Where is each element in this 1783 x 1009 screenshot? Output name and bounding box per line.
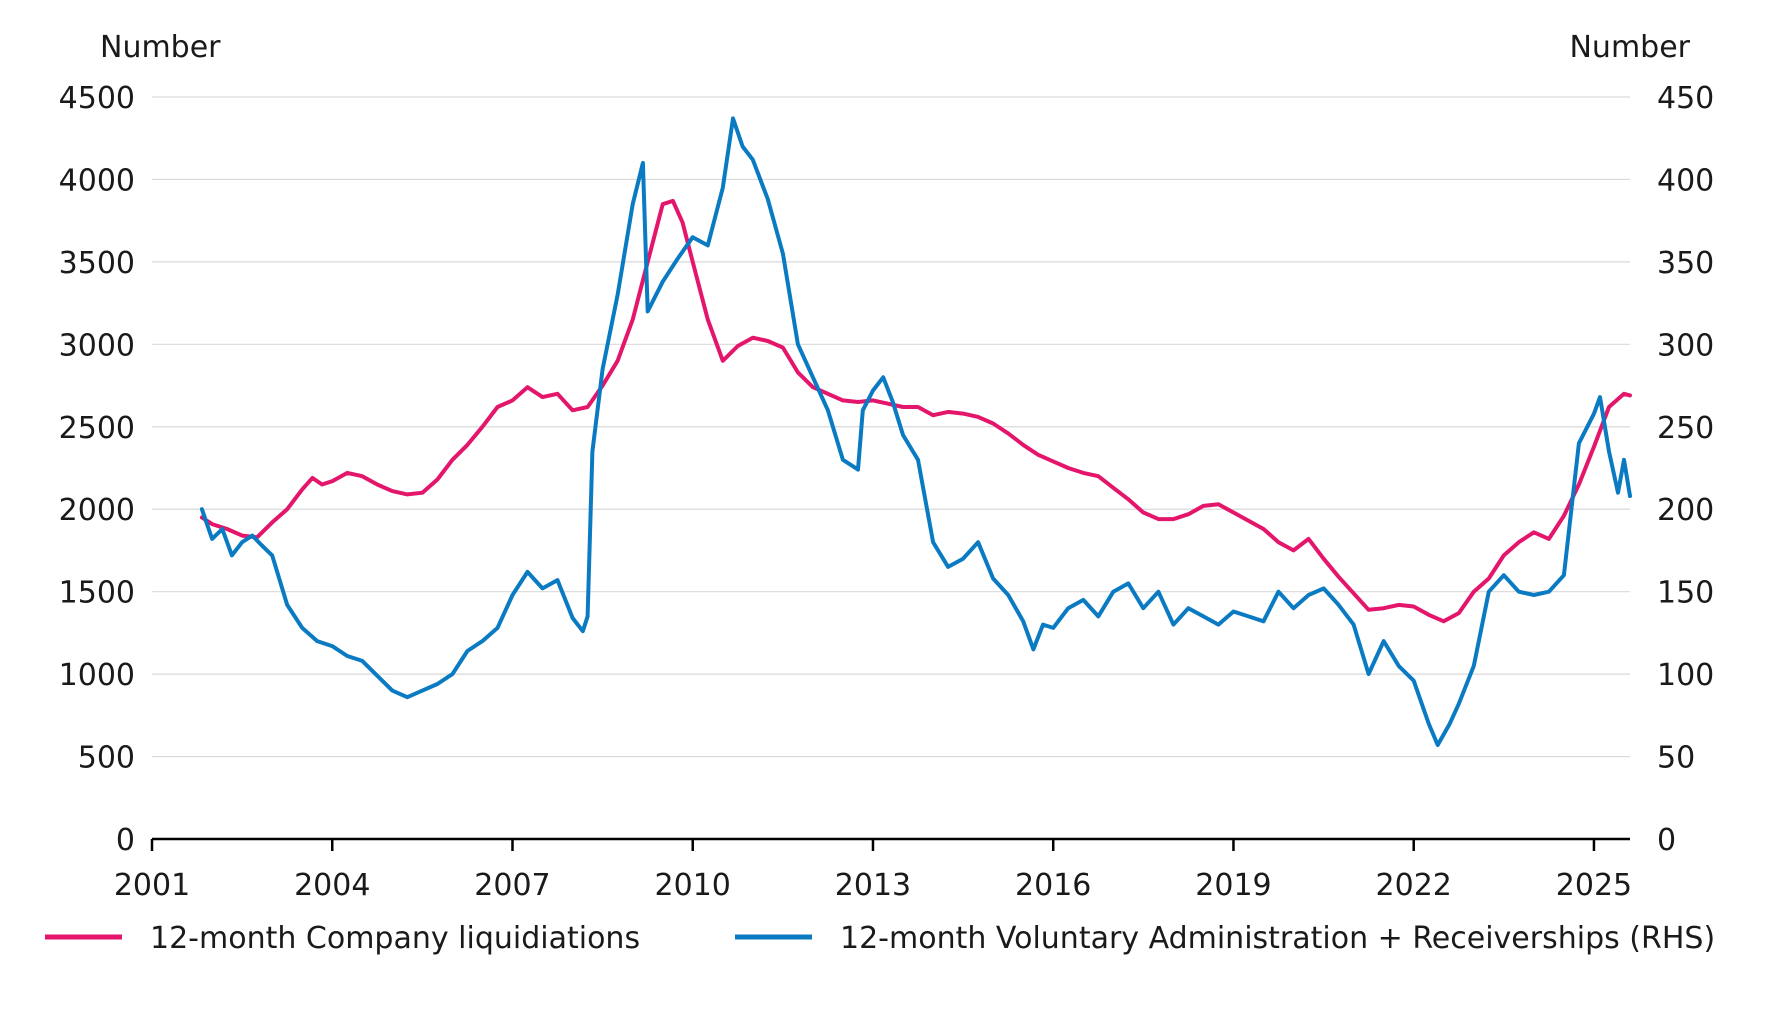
y-left-tick-label: 1500 bbox=[59, 576, 135, 611]
y-right-tick-label: 300 bbox=[1657, 328, 1714, 363]
y-right-tick-label: 200 bbox=[1657, 493, 1714, 528]
y-left-tick-label: 3000 bbox=[59, 328, 135, 363]
axes: 0 0 500 50 1000 100 1500 150 2000 200 2500 250 3000 3… bbox=[59, 81, 1715, 903]
y-left-axis-title: Number bbox=[100, 30, 221, 65]
series-lines bbox=[199, 116, 1632, 747]
y-right-tick-label: 150 bbox=[1657, 576, 1714, 611]
y-left-tick-label: 4000 bbox=[59, 163, 135, 198]
x-tick-label: 2025 bbox=[1556, 868, 1632, 903]
y-left-tick-label: 3500 bbox=[59, 246, 135, 281]
y-right-tick-label: 450 bbox=[1657, 81, 1714, 116]
y-right-tick-label: 400 bbox=[1657, 163, 1714, 198]
series-line bbox=[199, 116, 1632, 747]
y-right-tick-label: 50 bbox=[1657, 741, 1695, 776]
x-tick-label: 2016 bbox=[1015, 868, 1091, 903]
legend: 12-month Company liquidiations 12-month V… bbox=[45, 921, 1715, 956]
legend-label-liquidations: 12-month Company liquidiations bbox=[150, 921, 640, 956]
y-right-tick-label: 0 bbox=[1657, 823, 1676, 858]
x-tick-label: 2022 bbox=[1376, 868, 1452, 903]
x-tick-label: 2013 bbox=[835, 868, 911, 903]
y-left-tick-label: 0 bbox=[116, 823, 135, 858]
series-line bbox=[199, 198, 1632, 624]
x-tick-label: 2007 bbox=[474, 868, 550, 903]
y-right-tick-label: 350 bbox=[1657, 246, 1714, 281]
y-left-tick-label: 500 bbox=[78, 741, 135, 776]
legend-label-administration: 12-month Voluntary Administration + Rece… bbox=[840, 921, 1715, 956]
x-tick-label: 2004 bbox=[294, 868, 370, 903]
gridlines bbox=[152, 96, 1630, 758]
y-right-tick-label: 100 bbox=[1657, 658, 1714, 693]
y-right-tick-label: 250 bbox=[1657, 411, 1714, 446]
x-tick-label: 2010 bbox=[655, 868, 731, 903]
y-left-tick-label: 1000 bbox=[59, 658, 135, 693]
y-right-axis-title: Number bbox=[1569, 30, 1690, 65]
y-left-tick-label: 4500 bbox=[59, 81, 135, 116]
y-left-tick-label: 2500 bbox=[59, 411, 135, 446]
y-left-tick-label: 2000 bbox=[59, 493, 135, 528]
x-tick-label: 2001 bbox=[114, 868, 190, 903]
x-tick-label: 2019 bbox=[1195, 868, 1271, 903]
